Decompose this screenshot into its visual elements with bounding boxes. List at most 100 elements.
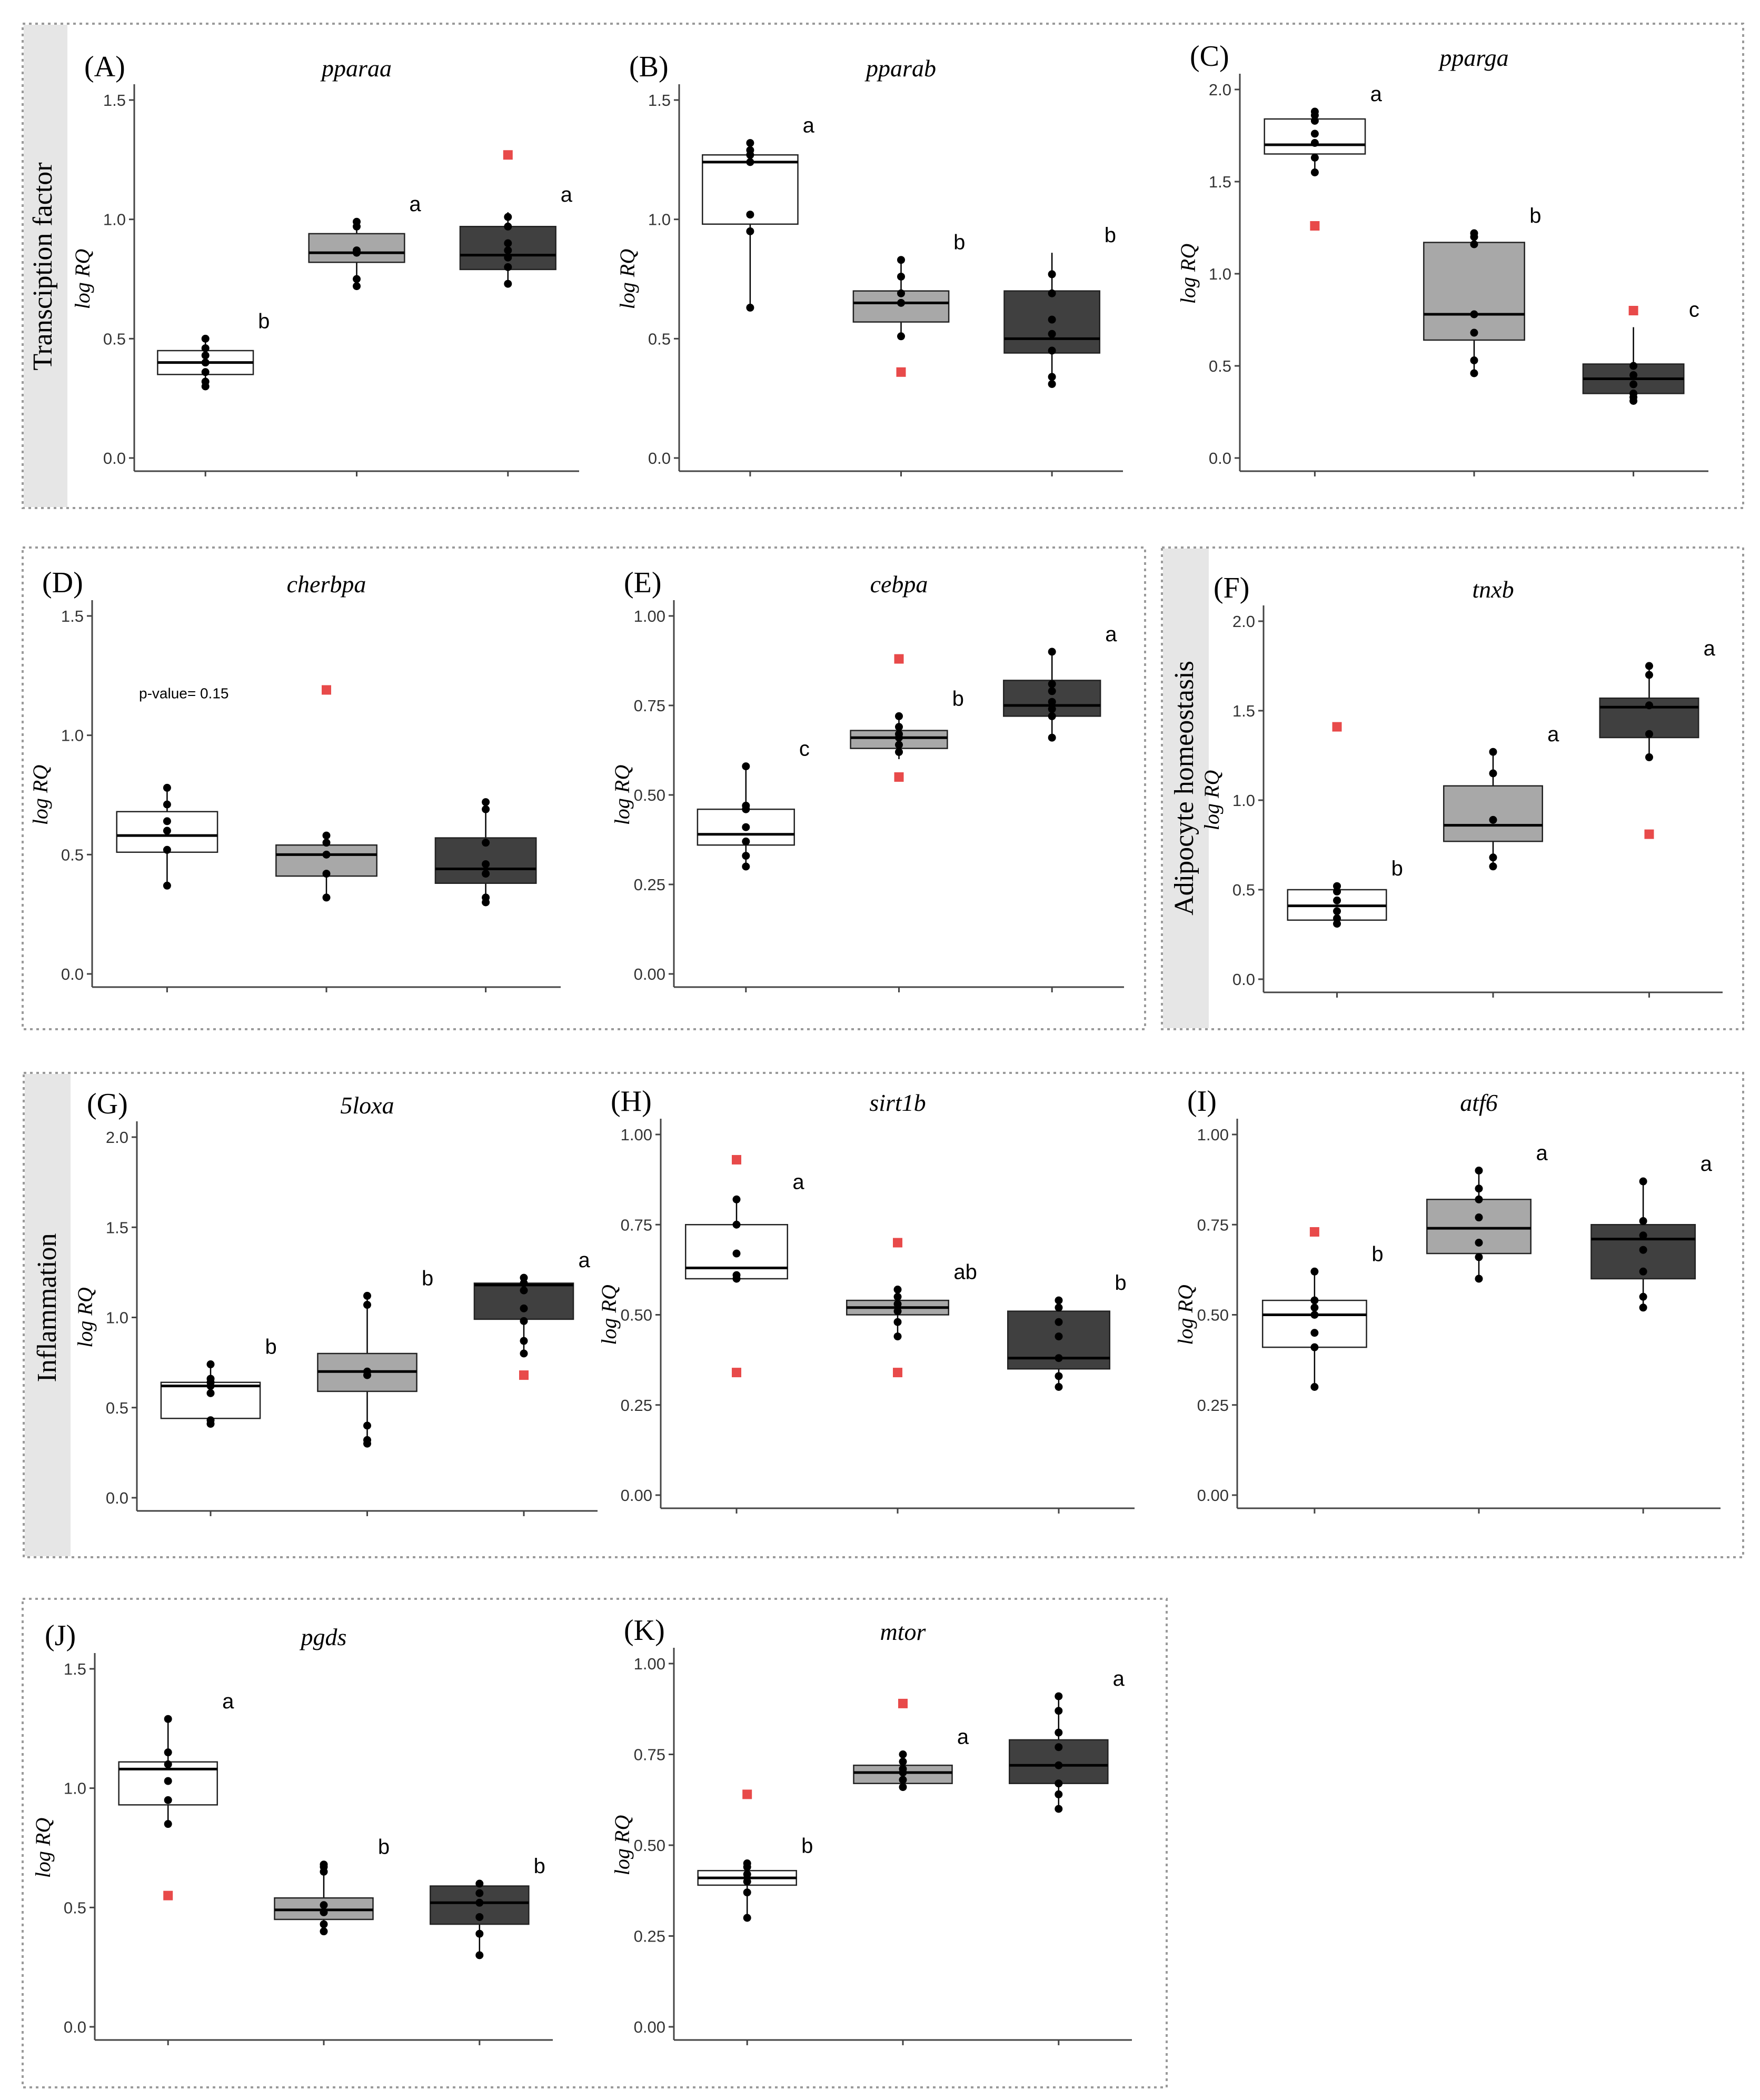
- panel-A: (A) pparaa log RQ 0.0 0.5 1.0 1.5 b a a: [71, 51, 579, 476]
- y-tick-label: 1.0: [1209, 265, 1231, 283]
- data-point: [163, 817, 171, 825]
- significance-letter: a: [792, 1170, 804, 1193]
- data-point: [1310, 139, 1319, 147]
- data-point: [895, 723, 903, 731]
- data-point: [520, 1273, 528, 1282]
- y-axis-label: log RQ: [31, 1818, 55, 1878]
- panel-label: (G): [87, 1088, 128, 1120]
- data-point: [322, 870, 331, 878]
- outlier-point: [322, 685, 331, 695]
- box-group-1: a: [685, 1154, 804, 1378]
- panel-label: (H): [611, 1085, 652, 1118]
- data-point: [1470, 356, 1478, 364]
- data-point: [743, 1859, 751, 1867]
- data-point: [201, 359, 210, 367]
- data-point: [1470, 229, 1478, 237]
- data-point: [163, 827, 171, 835]
- box-group-2: [275, 685, 377, 902]
- y-tick-label: 1.5: [106, 1218, 128, 1237]
- data-point: [743, 1877, 751, 1886]
- data-point: [1629, 390, 1638, 397]
- data-point: [504, 246, 512, 255]
- y-tick-label: 0.0: [103, 449, 126, 467]
- data-point: [504, 213, 512, 221]
- panel-label: (F): [1214, 572, 1249, 604]
- data-point: [520, 1304, 528, 1312]
- panel-E: (E) cebpa log RQ 0.00 0.25 0.50 0.75 1.00 c b a: [610, 566, 1124, 992]
- significance-letter: a: [1547, 723, 1559, 746]
- significance-letter: a: [1370, 83, 1383, 106]
- data-point: [1048, 289, 1056, 297]
- significance-letter: a: [803, 114, 815, 137]
- y-tick-label: 0.0: [61, 965, 84, 983]
- data-point: [520, 1337, 528, 1345]
- data-point: [895, 730, 903, 738]
- outlier-point: [1309, 1227, 1319, 1237]
- box-group-2: a: [1443, 723, 1559, 871]
- y-tick-label: 0.5: [61, 845, 84, 864]
- data-point: [206, 1389, 215, 1397]
- y-axis-label: log RQ: [610, 1815, 634, 1876]
- data-point: [353, 246, 361, 255]
- box-group-3: a: [1003, 623, 1117, 742]
- data-point: [504, 253, 512, 262]
- box-group-1: b: [1261, 1227, 1384, 1391]
- data-point: [746, 139, 754, 147]
- data-point: [320, 1901, 328, 1909]
- data-point: [163, 881, 171, 890]
- data-point: [322, 893, 331, 902]
- data-point: [201, 351, 210, 360]
- data-point: [732, 1220, 741, 1229]
- y-tick-label: 1.0: [61, 726, 84, 745]
- y-tick-label: 0.0: [64, 2018, 86, 2036]
- y-tick-label: 1.0: [648, 211, 671, 229]
- y-tick-label: 1.00: [634, 1655, 665, 1673]
- significance-letter: a: [1536, 1142, 1548, 1165]
- data-point: [1055, 1761, 1063, 1769]
- data-point: [746, 227, 754, 235]
- data-point: [1055, 1303, 1063, 1312]
- data-point: [320, 1927, 328, 1936]
- data-point: [895, 741, 903, 749]
- y-tick-label: 2.0: [1232, 612, 1255, 631]
- y-tick-label: 0.0: [106, 1489, 128, 1507]
- panel-label: (B): [629, 51, 669, 83]
- data-point: [363, 1367, 371, 1376]
- data-point: [897, 289, 905, 297]
- data-point: [206, 1360, 215, 1369]
- data-point: [164, 1796, 172, 1804]
- data-point: [1470, 240, 1478, 248]
- data-point: [504, 222, 512, 231]
- y-tick-label: 0.25: [621, 1396, 652, 1415]
- significance-letter: a: [1113, 1667, 1125, 1690]
- data-point: [893, 1286, 902, 1294]
- gene-title: pparga: [1438, 44, 1508, 71]
- data-point: [1639, 1267, 1647, 1276]
- data-point: [475, 1929, 484, 1938]
- y-tick-label: 0.00: [634, 965, 665, 983]
- data-point: [363, 1436, 371, 1444]
- p-value-annotation: p-value= 0.15: [139, 685, 228, 701]
- data-point: [201, 334, 210, 343]
- data-point: [353, 275, 361, 283]
- y-tick-label: 0.75: [634, 1746, 665, 1764]
- box-group-1: b: [697, 1789, 813, 1922]
- data-point: [899, 1783, 907, 1792]
- data-point: [1310, 1329, 1319, 1337]
- y-axis-label: log RQ: [597, 1285, 621, 1345]
- data-point: [1310, 1343, 1319, 1351]
- significance-letter: ab: [953, 1261, 977, 1284]
- data-point: [1310, 154, 1319, 162]
- data-point: [1639, 1292, 1647, 1301]
- y-tick-label: 0.25: [634, 1927, 665, 1946]
- gene-title: atf6: [1460, 1089, 1498, 1116]
- y-tick-label: 0.5: [106, 1399, 128, 1417]
- y-tick-label: 1.5: [103, 91, 126, 110]
- y-tick-label: 1.00: [1197, 1126, 1229, 1144]
- y-tick-label: 1.5: [1209, 173, 1231, 191]
- data-point: [322, 839, 331, 847]
- data-point: [1639, 1177, 1647, 1186]
- y-tick-label: 2.0: [106, 1128, 128, 1147]
- data-point: [1645, 753, 1653, 761]
- panel-J: (J) pgds log RQ 0.0 0.5 1.0 1.5 a b b: [31, 1619, 553, 2045]
